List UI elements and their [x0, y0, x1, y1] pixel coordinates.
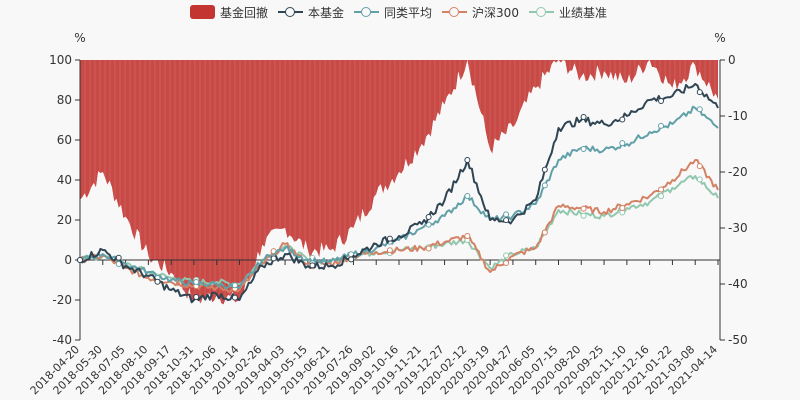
data-point-marker — [696, 89, 703, 96]
drawdown-area — [79, 60, 718, 340]
y-left-tick-label: 100 — [49, 53, 72, 67]
legend-marker-icon — [528, 5, 554, 19]
data-point-marker — [696, 176, 703, 183]
x-axis-labels: 2018-04-202018-05-302018-07-052018-08-10… — [28, 343, 720, 397]
data-point-marker — [503, 211, 510, 218]
data-point-marker — [270, 255, 277, 262]
legend-item-1[interactable]: 本基金 — [278, 4, 344, 21]
data-point-marker — [658, 122, 665, 129]
data-point-marker — [464, 193, 471, 199]
legend-item-4[interactable]: 业绩基准 — [528, 4, 607, 21]
data-point-marker — [580, 113, 587, 120]
y-right-tick-label: -10 — [728, 109, 748, 123]
data-point-marker — [541, 182, 548, 189]
data-point-marker — [386, 235, 393, 242]
data-point-marker — [580, 146, 587, 153]
legend-item-0[interactable]: 基金回撤 — [190, 4, 268, 21]
drawdown-area-fill — [80, 60, 718, 305]
series-lines — [77, 83, 719, 304]
series-line-3 — [79, 159, 719, 293]
data-point-marker — [115, 254, 122, 261]
chart-legend: 基金回撤 本基金 同类平均 沪深300 业绩基准 — [190, 3, 607, 21]
data-point-marker — [77, 257, 83, 263]
legend-marker-icon — [278, 5, 304, 19]
data-point-marker — [619, 205, 626, 212]
legend-marker-icon — [190, 5, 215, 19]
legend-label: 本基金 — [308, 5, 345, 20]
data-point-marker — [425, 213, 432, 220]
data-point-marker — [503, 259, 510, 266]
legend-marker-icon — [354, 5, 380, 19]
legend-label: 基金回撤 — [220, 5, 269, 20]
y-right-tick-label: -40 — [728, 277, 748, 291]
data-point-marker — [696, 163, 703, 170]
data-point-marker — [231, 282, 238, 289]
y-right-tick-label: 0 — [728, 53, 736, 67]
data-point-marker — [658, 186, 665, 193]
legend-label: 业绩基准 — [558, 5, 607, 20]
y-left-tick-label: 0 — [64, 253, 72, 267]
y-left-unit: % — [74, 31, 85, 45]
y-right-tick-label: -50 — [728, 333, 748, 347]
data-point-marker — [619, 116, 626, 123]
y-left-tick-label: 20 — [57, 213, 72, 227]
data-point-marker — [658, 97, 665, 104]
data-point-marker — [425, 221, 432, 228]
legend-label: 同类平均 — [384, 5, 433, 20]
data-point-marker — [541, 229, 548, 236]
legend-item-3[interactable]: 沪深300 — [442, 4, 519, 21]
data-point-marker — [154, 278, 161, 285]
legend-item-2[interactable]: 同类平均 — [354, 4, 432, 21]
data-point-marker — [580, 212, 587, 219]
data-point-marker — [231, 294, 238, 301]
data-point-marker — [464, 233, 471, 239]
legend-marker-icon — [442, 5, 468, 19]
data-point-marker — [193, 279, 200, 286]
data-point-marker — [619, 140, 626, 147]
data-point-marker — [658, 193, 665, 200]
series-line-2 — [79, 105, 719, 290]
data-point-marker — [580, 205, 587, 212]
y-left-tick-label: -40 — [52, 333, 72, 347]
legend-label: 沪深300 — [472, 5, 519, 20]
series-line-1 — [79, 83, 719, 304]
axes: 100 80 60 40 20 0 -20 -40 0 -10 -20 -30 -40 -50%% — [49, 31, 748, 347]
data-point-marker — [464, 157, 471, 163]
data-point-marker — [425, 245, 432, 252]
y-right-unit: % — [714, 31, 725, 45]
data-point-marker — [193, 293, 200, 300]
y-left-tick-label: -20 — [52, 293, 72, 307]
y-right-tick-label: -30 — [728, 221, 748, 235]
y-left-tick-label: 80 — [57, 93, 72, 107]
data-point-marker — [696, 106, 703, 113]
y-right-tick-label: -20 — [728, 165, 748, 179]
y-left-tick-label: 40 — [57, 173, 72, 187]
data-point-marker — [309, 262, 316, 269]
data-point-marker — [541, 166, 548, 173]
data-point-marker — [386, 247, 393, 254]
data-point-marker — [348, 256, 355, 263]
data-point-marker — [503, 252, 510, 259]
data-point-marker — [503, 217, 510, 224]
y-left-tick-label: 60 — [57, 133, 72, 147]
